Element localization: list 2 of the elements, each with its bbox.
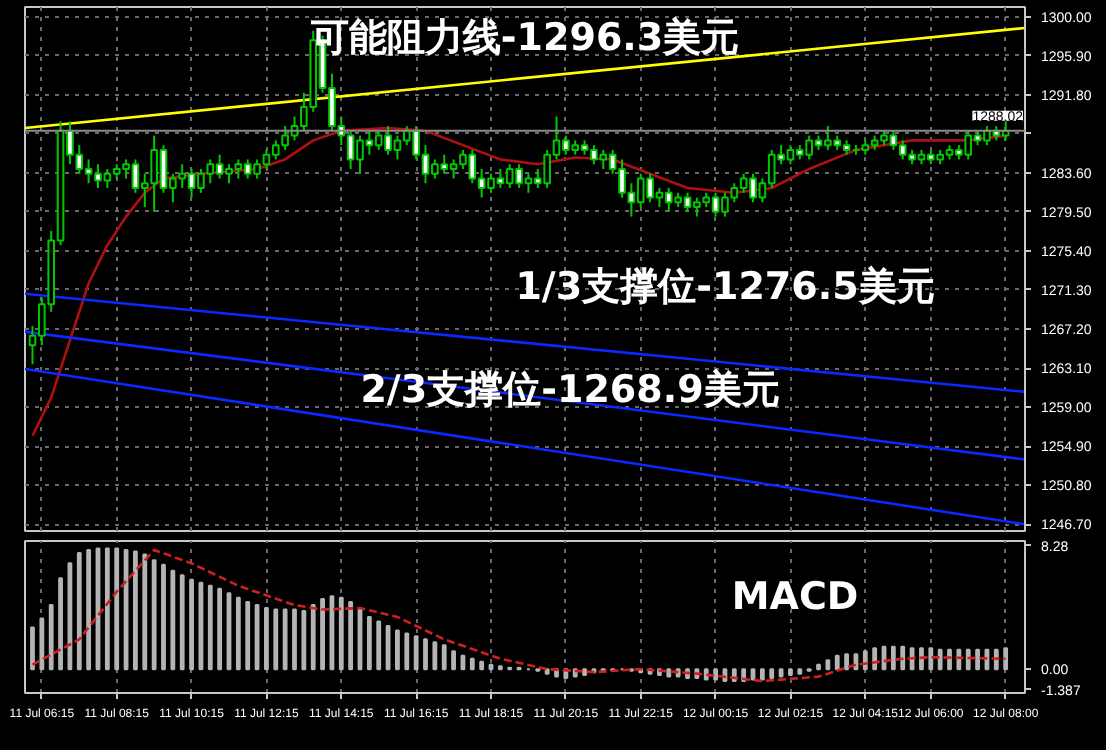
annotation: MACD (731, 575, 859, 620)
annotation: 1/3支撑位-1276.5美元 (515, 265, 935, 310)
